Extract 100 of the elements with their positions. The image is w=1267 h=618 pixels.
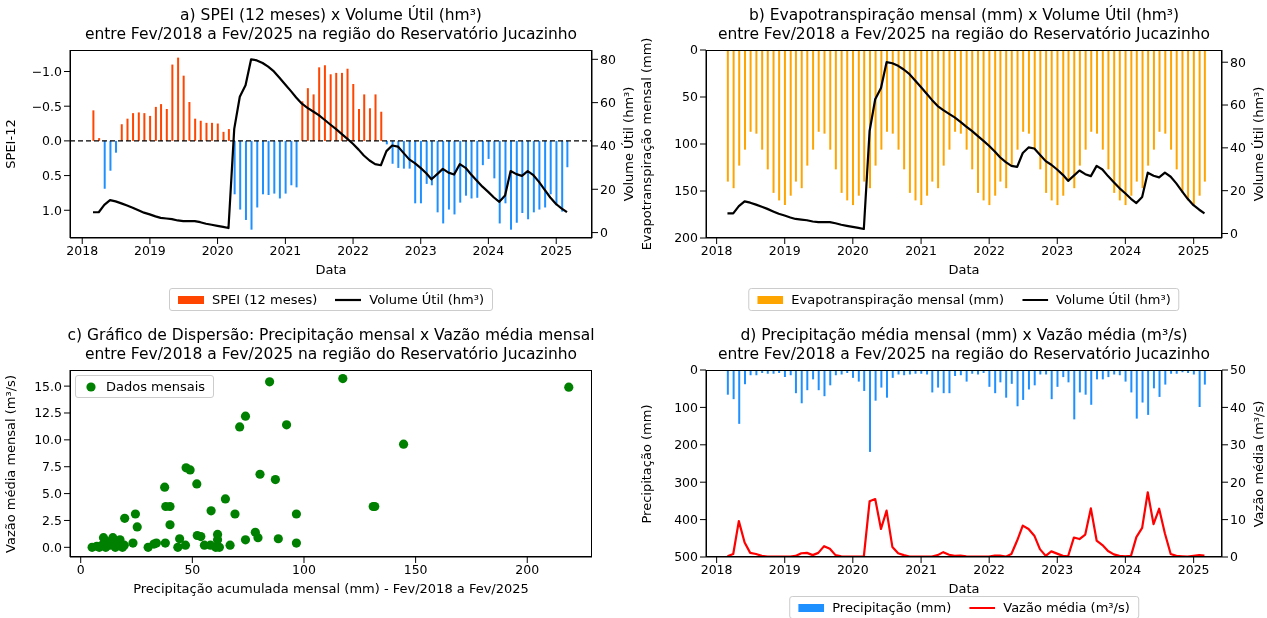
bar — [994, 370, 997, 394]
bar — [374, 94, 377, 141]
bar — [732, 50, 735, 189]
x-tick-label: 100 — [292, 561, 316, 577]
bar — [1147, 370, 1150, 415]
bar — [290, 140, 293, 186]
bar — [1141, 370, 1144, 403]
bar — [323, 65, 326, 141]
bar — [301, 101, 304, 141]
bar — [1090, 370, 1093, 405]
bar — [160, 104, 163, 141]
bar — [1124, 370, 1127, 382]
bar — [143, 113, 146, 141]
y-tick-label: 0 — [690, 42, 699, 58]
x-tick-label: 2019 — [768, 242, 801, 258]
bar — [749, 50, 752, 132]
bar — [481, 140, 484, 166]
legend-label: Evapotranspiração mensal (mm) — [791, 292, 1005, 307]
bar — [306, 88, 309, 141]
bar — [1073, 50, 1076, 189]
bar — [1164, 50, 1167, 134]
bar — [109, 140, 112, 171]
bar — [199, 120, 202, 141]
bar — [103, 140, 106, 189]
bar — [1203, 50, 1206, 182]
bar — [840, 50, 843, 193]
bar — [1096, 50, 1099, 134]
bar — [1056, 50, 1059, 206]
legend-label: SPEI (12 meses) — [211, 292, 318, 307]
bar — [555, 140, 558, 206]
bar — [419, 140, 422, 204]
bar — [863, 50, 866, 182]
bar — [926, 50, 929, 196]
bar — [794, 50, 797, 182]
x-tick-label: 2022 — [973, 561, 1006, 577]
bar — [1181, 50, 1184, 193]
bar — [982, 50, 985, 201]
bar — [852, 50, 855, 206]
x-axis-title: Data — [948, 262, 980, 277]
y-tick-label: 1.0 — [42, 202, 63, 218]
y-tick-label: 200 — [674, 437, 699, 453]
bar — [436, 140, 439, 213]
bar — [1158, 370, 1161, 397]
x-tick-label: 2022 — [337, 242, 369, 258]
bar — [1152, 370, 1155, 389]
x-tick-label: 2024 — [1109, 561, 1142, 577]
x-tick-label: 2024 — [1109, 242, 1142, 258]
x-tick-label: 2021 — [269, 242, 302, 258]
bar — [137, 112, 140, 141]
bar — [931, 370, 934, 393]
bar — [295, 140, 298, 188]
y-tick-label: 100 — [674, 399, 699, 415]
bar — [817, 50, 820, 132]
bar — [510, 140, 513, 230]
bar — [942, 50, 945, 166]
bar — [1130, 50, 1133, 196]
bar — [464, 140, 467, 196]
y-tick-label: 0.0 — [42, 539, 63, 555]
y-tick-label: 10.0 — [34, 432, 63, 448]
x-tick-label: 2020 — [836, 561, 869, 577]
bar — [284, 140, 287, 194]
bar — [948, 370, 951, 394]
x-tick-label: 2023 — [1041, 242, 1074, 258]
bar — [182, 75, 185, 141]
bar — [329, 74, 332, 141]
bar — [874, 50, 877, 166]
bar — [744, 370, 746, 385]
y2-tick-label: 80 — [600, 51, 616, 67]
bar — [1187, 50, 1190, 201]
x-tick-label: 2021 — [905, 561, 937, 577]
bar — [493, 140, 496, 179]
bar — [829, 370, 832, 386]
bar — [1033, 370, 1036, 386]
bar — [1130, 370, 1133, 393]
bar — [442, 140, 445, 224]
y2-axis-title: Vazão média (m³/s) — [1251, 400, 1266, 527]
y-tick-label: 2.5 — [42, 512, 62, 528]
bar — [430, 140, 433, 186]
bar — [1135, 370, 1138, 419]
bar — [171, 64, 174, 141]
bar — [834, 50, 837, 170]
bar — [368, 108, 371, 141]
bar — [1107, 50, 1110, 170]
y2-tick-label: 0 — [1230, 225, 1238, 241]
bar — [823, 370, 826, 397]
bar — [126, 118, 129, 141]
bar — [977, 50, 980, 193]
x-tick-label: 2025 — [1177, 242, 1210, 258]
bar — [352, 83, 355, 141]
bar — [829, 50, 832, 150]
bar — [800, 370, 803, 404]
legend-label: Dados mensais — [106, 379, 206, 394]
chart-title: a) SPEI (12 meses) x Volume Útil (hm³) entre Fev/2018 a Fev/2025 na região do Reservatório Jucazinho — [84, 6, 578, 43]
bar — [1084, 370, 1087, 395]
bar — [1203, 370, 1206, 385]
bar — [863, 370, 866, 391]
bar — [948, 50, 951, 150]
x-tick-label: 2023 — [404, 242, 437, 258]
bar — [1090, 50, 1093, 132]
bar — [778, 50, 781, 201]
